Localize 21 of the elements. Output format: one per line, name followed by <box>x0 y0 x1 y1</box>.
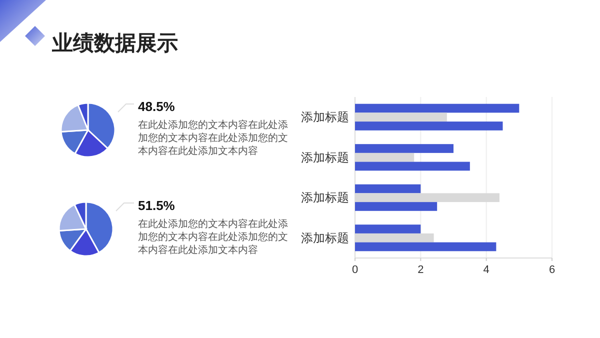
y-tick-label: 添加标题 <box>301 230 349 245</box>
bar <box>355 242 496 252</box>
bar <box>355 224 421 234</box>
y-tick-label: 添加标题 <box>301 190 349 205</box>
bar <box>355 184 421 194</box>
x-tick-label: 2 <box>418 264 424 276</box>
text: 在此处添加您的文本内容在此处添加您的文本内容在此处添加您的文本内容在此处添加文本内容 <box>138 218 288 256</box>
bar <box>355 162 470 171</box>
x-tick-label: 6 <box>548 264 556 276</box>
bar <box>355 202 438 211</box>
x-tick-label: 0 <box>352 264 358 276</box>
text: 在此处添加您的文本内容在此处添加您的文本内容在此处添加您的文本内容在此处添加文本内容 <box>138 119 288 157</box>
bar <box>355 122 503 130</box>
bar <box>355 144 454 153</box>
text: 48.5% <box>138 99 176 114</box>
x-tick-label: 4 <box>483 264 490 276</box>
bar <box>355 104 520 113</box>
y-tick-label: 添加标题 <box>301 110 349 124</box>
text: 51.5% <box>138 198 176 213</box>
text: 业绩数据展示 <box>51 32 178 55</box>
y-tick-label: 添加标题 <box>301 150 349 164</box>
